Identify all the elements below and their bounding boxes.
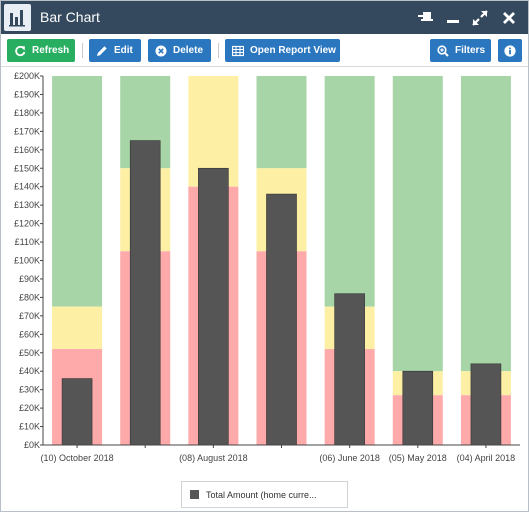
y-tick-label: £110K [15,237,40,247]
y-tick-label: £10K [19,422,40,432]
edit-button[interactable]: Edit [89,39,141,62]
filters-label: Filters [455,45,486,56]
y-tick-label: £90K [19,274,40,284]
toolbar-separator [218,43,219,58]
band-green [324,76,375,307]
y-tick-label: £60K [19,329,40,339]
table-grid-icon [232,45,244,56]
delete-button[interactable]: Delete [148,39,211,62]
band-green [460,76,511,372]
filters-button[interactable]: Filters [430,39,491,62]
legend-label: Total Amount (home curre... [206,489,317,500]
toolbar: Refresh Edit Delete Open Report View [1,34,528,67]
y-tick-label: £150K [14,163,40,173]
bar-chart: £0K £10K £20K £30K £40K £50K £60K £70K £80K £90K £… [14,71,520,463]
minimize-icon[interactable] [442,7,464,29]
x-tick-label: (06) June 2018 [319,453,380,463]
y-tick-label: £170K [14,126,40,136]
x-tick-label: (05) May 2018 [389,453,447,463]
delete-circle-icon [155,45,167,56]
y-tick-label: £200K [14,71,40,81]
pin-icon[interactable] [415,7,437,29]
info-icon [504,44,516,57]
expand-icon[interactable] [469,7,491,29]
x-tick-label: (10) October 2018 [41,453,114,463]
data-bar[interactable] [61,378,93,446]
chart-area: £0K £10K £20K £30K £40K £50K £60K £70K £80K £90K £… [1,68,528,512]
data-bar[interactable] [198,167,229,446]
bar-chart-icon [4,4,31,31]
edit-label: Edit [114,45,133,56]
x-tick-label: (08) August 2018 [179,453,248,463]
y-tick-label: £140K [14,182,40,192]
y-tick-label: £50K [19,348,40,358]
band-yellow [52,306,103,350]
y-tick-label: £180K [14,108,40,118]
zoom-in-icon [437,44,449,57]
y-tick-label: £70K [19,311,40,321]
band-green [256,76,307,169]
refresh-button[interactable]: Refresh [7,39,75,62]
chart-legend[interactable]: Total Amount (home curre... [181,481,348,508]
data-bar[interactable] [470,363,502,446]
y-tick-label: £130K [14,200,40,210]
refresh-label: Refresh [32,45,70,56]
window-titlebar: Bar Chart [1,1,528,34]
data-bar[interactable] [266,193,297,446]
window-title: Bar Chart [40,9,100,25]
toolbar-separator [82,43,83,58]
close-icon[interactable] [498,7,520,29]
delete-label: Delete [173,45,204,56]
y-tick-label: £80K [19,292,40,302]
open-report-view-label: Open Report View [250,45,336,56]
x-tick-label: (04) April 2018 [457,453,516,463]
data-bar[interactable] [334,293,365,446]
y-tick-label: £0K [24,440,40,450]
legend-swatch [190,490,199,499]
y-tick-label: £40K [19,366,40,376]
y-tick-label: £160K [14,145,40,155]
pencil-icon [97,45,107,56]
open-report-view-button[interactable]: Open Report View [225,39,340,62]
refresh-icon [15,45,26,56]
data-bar[interactable] [129,140,161,446]
band-green [392,76,443,372]
info-button[interactable] [498,39,522,62]
data-bar[interactable] [402,370,434,446]
y-tick-label: £20K [19,403,40,413]
band-green [52,76,103,307]
y-tick-label: £30K [19,385,40,395]
y-tick-label: £100K [14,256,40,266]
y-tick-label: £190K [14,89,40,99]
y-tick-label: £120K [14,219,40,229]
